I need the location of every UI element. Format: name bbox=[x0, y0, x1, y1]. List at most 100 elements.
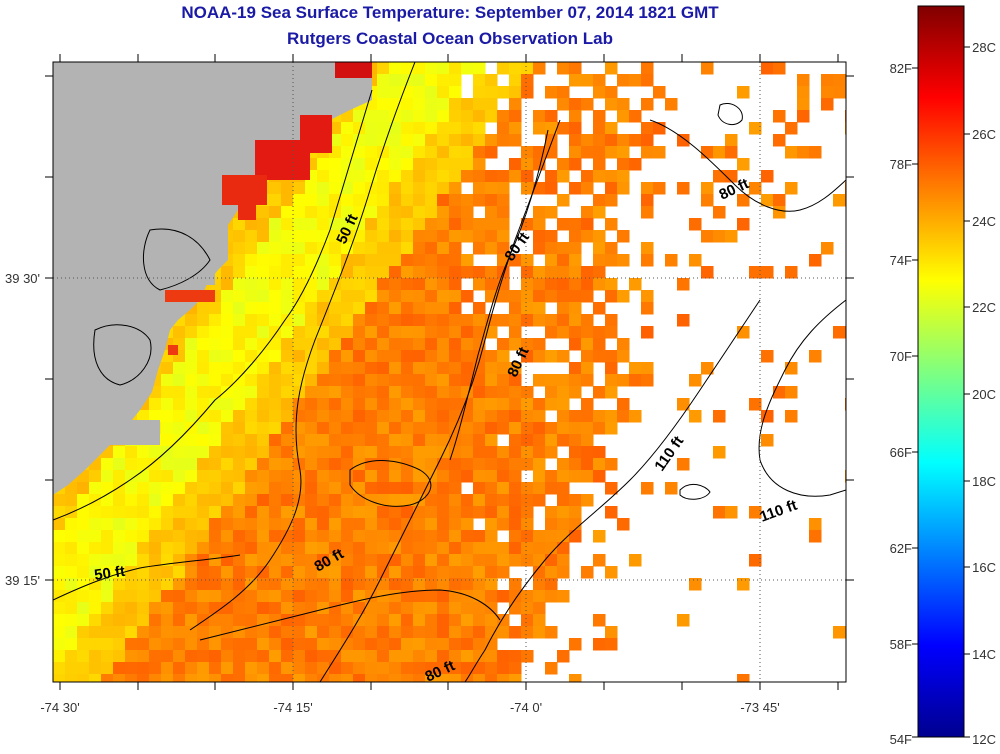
sst-pixel bbox=[737, 218, 750, 231]
sst-pixel bbox=[425, 662, 438, 675]
sst-pixel bbox=[749, 182, 762, 195]
sst-pixel bbox=[161, 662, 174, 675]
sst-pixel bbox=[233, 374, 246, 387]
sst-pixel bbox=[509, 506, 522, 519]
sst-pixel bbox=[77, 494, 90, 507]
sst-pixel bbox=[329, 542, 342, 555]
sst-pixel bbox=[461, 158, 474, 171]
sst-pixel bbox=[113, 458, 126, 471]
sst-pixel bbox=[257, 626, 270, 639]
sst-pixel bbox=[605, 350, 618, 363]
sst-pixel bbox=[245, 422, 258, 435]
sst-pixel bbox=[569, 98, 582, 111]
sst-pixel bbox=[221, 650, 234, 663]
sst-pixel bbox=[485, 86, 498, 99]
sst-pixel bbox=[281, 638, 294, 651]
contour-80ft bbox=[189, 62, 416, 631]
sst-pixel bbox=[617, 98, 630, 111]
sst-pixel bbox=[401, 590, 414, 603]
sst-pixel bbox=[125, 458, 138, 471]
sst-pixel bbox=[233, 278, 246, 291]
sst-pixel bbox=[245, 614, 258, 627]
sst-pixel bbox=[125, 470, 138, 483]
sst-pixel bbox=[593, 194, 606, 207]
sst-pixel bbox=[77, 542, 90, 555]
sst-pixel bbox=[329, 314, 342, 327]
sst-pixel bbox=[173, 602, 186, 615]
sst-pixel bbox=[281, 530, 294, 543]
sst-pixel bbox=[401, 494, 414, 507]
sst-pixel bbox=[185, 578, 198, 591]
sst-pixel bbox=[89, 494, 102, 507]
sst-pixel bbox=[401, 602, 414, 615]
sst-pixel bbox=[521, 458, 534, 471]
sst-pixel bbox=[641, 302, 654, 315]
sst-pixel bbox=[197, 374, 210, 387]
sst-pixel bbox=[209, 374, 222, 387]
sst-pixel bbox=[389, 590, 402, 603]
sst-pixel bbox=[449, 98, 462, 111]
cbar-c-label: 16C bbox=[972, 560, 996, 575]
sst-pixel bbox=[629, 362, 642, 375]
sst-pixel bbox=[341, 398, 354, 411]
sst-pixel bbox=[449, 626, 462, 639]
sst-pixel bbox=[137, 506, 150, 519]
sst-pixel bbox=[485, 458, 498, 471]
sst-pixel bbox=[545, 86, 558, 99]
sst-pixel bbox=[821, 242, 834, 255]
sst-pixel bbox=[497, 338, 510, 351]
sst-pixel bbox=[269, 602, 282, 615]
sst-pixel bbox=[689, 374, 702, 387]
sst-pixel bbox=[197, 434, 210, 447]
sst-pixel bbox=[365, 158, 378, 171]
sst-pixel bbox=[185, 446, 198, 459]
sst-pixel bbox=[521, 86, 534, 99]
sst-pixel bbox=[593, 230, 606, 243]
sst-pixel bbox=[281, 386, 294, 399]
sst-pixel bbox=[437, 458, 450, 471]
sst-pixel bbox=[353, 290, 366, 303]
sst-pixel bbox=[185, 638, 198, 651]
sst-pixel bbox=[437, 374, 450, 387]
sst-pixel bbox=[545, 554, 558, 567]
sst-pixel bbox=[281, 566, 294, 579]
sst-pixel bbox=[509, 134, 522, 147]
sst-pixel bbox=[269, 506, 282, 519]
sst-pixel bbox=[509, 110, 522, 123]
sst-pixel bbox=[689, 218, 702, 231]
sst-pixel bbox=[437, 398, 450, 411]
sst-pixel bbox=[617, 146, 630, 159]
sst-pixel bbox=[821, 74, 834, 87]
sst-pixel bbox=[533, 602, 546, 615]
sst-pixel bbox=[197, 326, 210, 339]
sst-pixel bbox=[77, 626, 90, 639]
sst-pixel bbox=[581, 314, 594, 327]
sst-pixel bbox=[545, 170, 558, 183]
sst-pixel bbox=[221, 578, 234, 591]
sst-pixel bbox=[677, 458, 690, 471]
sst-pixel bbox=[413, 182, 426, 195]
sst-pixel bbox=[305, 458, 318, 471]
sst-pixel bbox=[281, 554, 294, 567]
sst-pixel bbox=[401, 422, 414, 435]
sst-pixel bbox=[449, 302, 462, 315]
sst-pixel bbox=[461, 446, 474, 459]
sst-pixel bbox=[557, 122, 570, 135]
sst-pixel bbox=[485, 350, 498, 363]
sst-pixel bbox=[197, 638, 210, 651]
sst-pixel bbox=[425, 170, 438, 183]
sst-pixel bbox=[221, 434, 234, 447]
sst-pixel bbox=[305, 506, 318, 519]
sst-pixel bbox=[785, 362, 798, 375]
sst-pixel bbox=[437, 518, 450, 531]
sst-pixel bbox=[89, 482, 102, 495]
sst-pixel bbox=[617, 290, 630, 303]
sst-pixel bbox=[137, 638, 150, 651]
sst-pixel bbox=[497, 554, 510, 567]
sst-pixel bbox=[545, 398, 558, 411]
sst-pixel bbox=[773, 206, 786, 219]
sst-pixel bbox=[617, 254, 630, 267]
sst-pixel bbox=[485, 626, 498, 639]
sst-pixel bbox=[545, 146, 558, 159]
sst-pixel bbox=[461, 122, 474, 135]
